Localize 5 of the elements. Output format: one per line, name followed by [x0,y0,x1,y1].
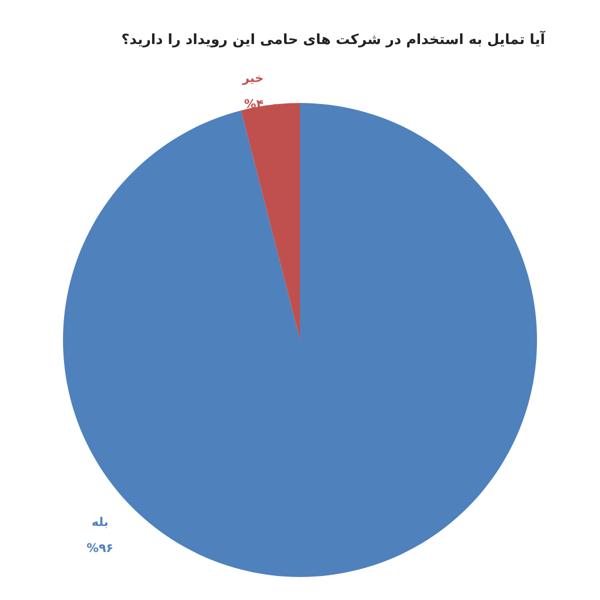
slice-label: خیر [242,70,264,85]
slice-label: بله [92,515,108,529]
chart-title: آیا تمایل به استخدام در شرکت های حامی این رویداد را دارید؟ [121,30,546,48]
data-label: %۴ [244,96,264,111]
data-label: %۹۶ [86,541,114,555]
